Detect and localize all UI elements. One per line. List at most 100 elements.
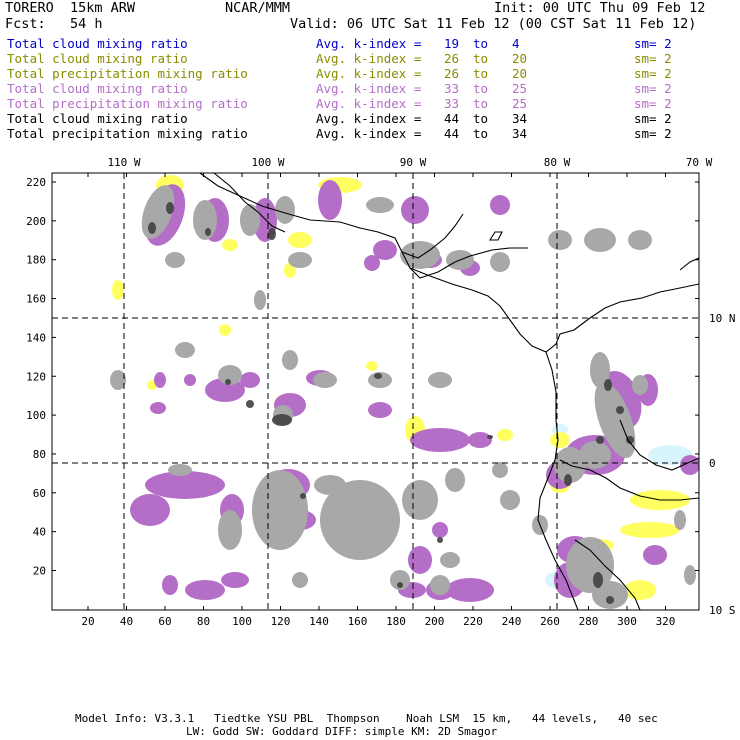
left-grid-label: 160 bbox=[26, 293, 46, 306]
dark-shade bbox=[272, 414, 292, 426]
dark-shade bbox=[596, 436, 604, 444]
legend-kindex-to: to bbox=[473, 36, 489, 51]
legend-field-label: Total cloud mixing ratio bbox=[7, 36, 188, 51]
bottom-grid-label: 100 bbox=[232, 615, 252, 628]
purple-shade bbox=[373, 240, 397, 260]
legend-field-label: Total cloud mixing ratio bbox=[7, 81, 188, 96]
purple-shade bbox=[364, 255, 380, 271]
left-grid-label: 120 bbox=[26, 370, 46, 383]
gray-shade bbox=[584, 228, 616, 252]
top-longitude-label: 100 W bbox=[251, 156, 284, 169]
gray-shade bbox=[430, 575, 450, 595]
footer-physics-info: LW: Godd SW: Goddard DIFF: simple KM: 2D… bbox=[186, 725, 498, 738]
purple-shade bbox=[410, 428, 470, 452]
legend-field-label: Total cloud mixing ratio bbox=[7, 111, 188, 126]
top-longitude-label: 110 W bbox=[107, 156, 140, 169]
gray-shade bbox=[168, 464, 192, 476]
org-label: NCAR/MMM bbox=[225, 0, 291, 16]
gray-shade bbox=[632, 375, 648, 395]
purple-shade bbox=[401, 196, 429, 224]
gray-shade bbox=[275, 196, 295, 224]
right-latitude-label: 0 bbox=[709, 457, 716, 470]
dark-shade bbox=[148, 222, 156, 234]
purple-shade bbox=[162, 575, 178, 595]
dark-shade bbox=[616, 406, 624, 414]
dark-shade bbox=[604, 379, 612, 391]
legend-field-label: Total cloud mixing ratio bbox=[7, 51, 188, 66]
gray-shade bbox=[282, 350, 298, 370]
legend-smoothing: sm= 2 bbox=[634, 96, 672, 111]
legend-kindex-label: Avg. k-index = bbox=[316, 36, 422, 51]
purple-shade bbox=[221, 572, 249, 588]
left-grid-label: 200 bbox=[26, 215, 46, 228]
gray-shade bbox=[428, 372, 452, 388]
legend-smoothing: sm= 2 bbox=[634, 66, 672, 81]
gray-shade bbox=[110, 370, 126, 390]
gray-shade bbox=[684, 565, 696, 585]
right-latitude-label: 10 N bbox=[709, 312, 736, 325]
init-time: Init: 00 UTC Thu 09 Feb 12 bbox=[494, 0, 706, 16]
dark-shade bbox=[397, 582, 403, 588]
yellow-shade bbox=[366, 361, 378, 371]
bottom-grid-label: 80 bbox=[197, 615, 210, 628]
legend-kindex-from: 33 bbox=[444, 96, 460, 111]
gray-shade bbox=[400, 241, 440, 269]
legend-kindex-from: 26 bbox=[444, 51, 460, 66]
yellow-shade bbox=[497, 429, 513, 441]
dark-shade bbox=[268, 228, 276, 240]
bottom-grid-label: 160 bbox=[348, 615, 368, 628]
bottom-grid-label: 60 bbox=[158, 615, 171, 628]
map-frame bbox=[51, 172, 700, 611]
dark-shade bbox=[626, 436, 634, 444]
bottom-grid-label: 200 bbox=[425, 615, 445, 628]
legend-kindex-from: 33 bbox=[444, 81, 460, 96]
legend-kindex-label: Avg. k-index = bbox=[316, 111, 422, 126]
purple-shade bbox=[468, 432, 492, 448]
bottom-grid-label: 260 bbox=[540, 615, 560, 628]
left-grid-label: 220 bbox=[26, 176, 46, 189]
legend-kindex-to: to bbox=[473, 51, 489, 66]
forecast-hour: Fcst: 54 h bbox=[5, 16, 103, 32]
gray-shade bbox=[240, 204, 260, 236]
right-latitude-label: 10 S bbox=[709, 604, 736, 617]
gray-shade bbox=[218, 510, 242, 550]
legend-kindex-label: Avg. k-index = bbox=[316, 96, 422, 111]
purple-shade bbox=[150, 402, 166, 414]
bottom-grid-label: 300 bbox=[617, 615, 637, 628]
gray-shade bbox=[548, 230, 572, 250]
bottom-grid-label: 140 bbox=[309, 615, 329, 628]
gray-shade bbox=[500, 490, 520, 510]
gray-shade bbox=[594, 382, 636, 458]
gray-shade bbox=[492, 462, 508, 478]
gray-shade bbox=[193, 200, 217, 240]
dark-shade bbox=[166, 202, 174, 214]
legend-kindex-to: to bbox=[473, 111, 489, 126]
top-longitude-label: 70 W bbox=[686, 156, 713, 169]
graticule bbox=[52, 173, 699, 610]
legend-field-label: Total precipitation mixing ratio bbox=[7, 126, 248, 141]
legend-kindex-to: to bbox=[473, 96, 489, 111]
bottom-grid-label: 280 bbox=[579, 615, 599, 628]
yellow-shade bbox=[620, 522, 680, 538]
yellow-shade bbox=[550, 432, 570, 448]
yellow-shade bbox=[112, 280, 124, 300]
legend-kindex-end: 25 bbox=[512, 81, 528, 96]
purple-shade bbox=[240, 372, 260, 388]
gray-shade bbox=[674, 510, 686, 530]
dark-shade bbox=[606, 596, 614, 604]
coastline bbox=[199, 173, 699, 610]
dark-shade bbox=[437, 537, 443, 543]
cyan-shade bbox=[648, 445, 692, 465]
legend-smoothing: sm= 2 bbox=[634, 51, 672, 66]
purple-shade bbox=[408, 546, 432, 574]
valid-time: Valid: 06 UTC Sat 11 Feb 12 (00 CST Sat … bbox=[290, 16, 697, 32]
left-grid-label: 180 bbox=[26, 254, 46, 267]
legend-kindex-to: to bbox=[473, 126, 489, 141]
gray-shade bbox=[320, 480, 400, 560]
gray-shade bbox=[313, 372, 337, 388]
dark-shade bbox=[374, 373, 382, 379]
gray-shade bbox=[366, 197, 394, 213]
purple-shade bbox=[154, 372, 166, 388]
legend-kindex-end: 34 bbox=[512, 111, 528, 126]
left-grid-label: 100 bbox=[26, 409, 46, 422]
